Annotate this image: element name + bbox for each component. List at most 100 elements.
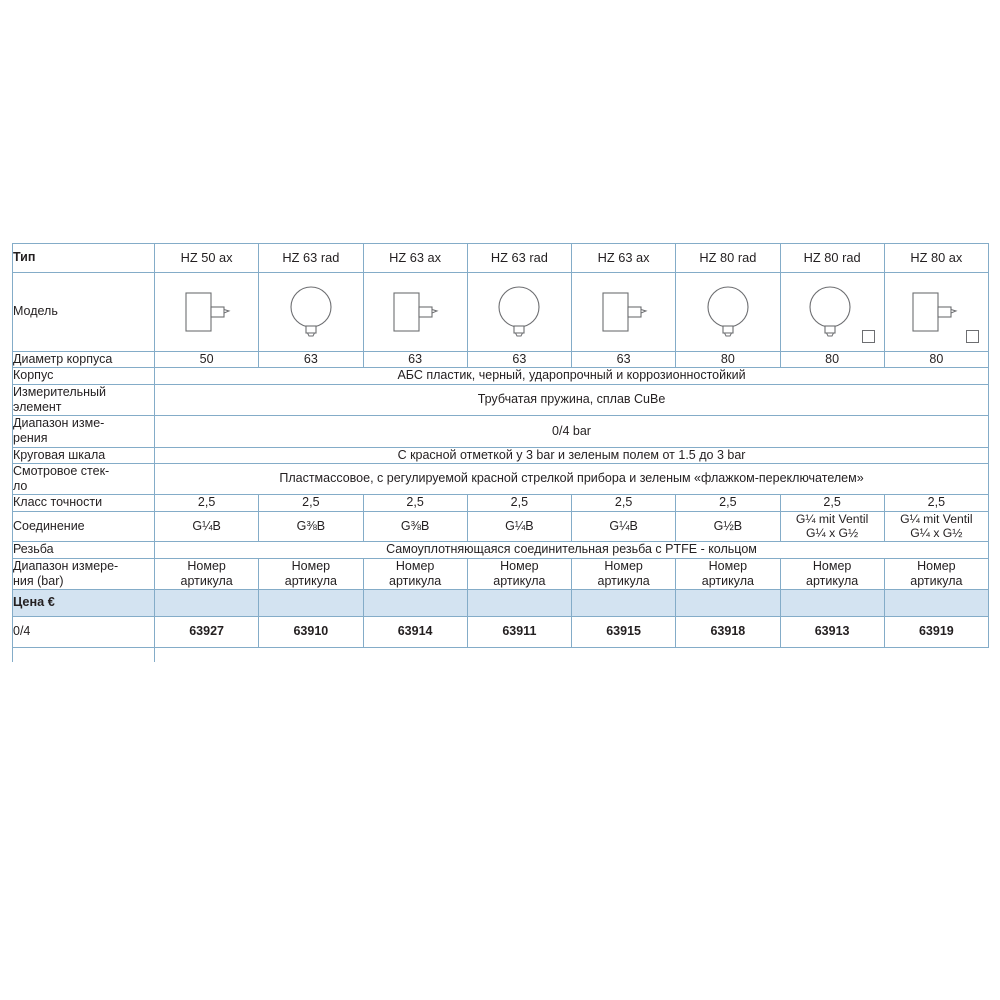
table-row-window: Смотровое стек- ло Пластмассовое, с регу… [12, 462, 989, 496]
cell-accuracy-1: 2,5 [258, 494, 364, 512]
table-row-article-numbers: 0/4 63927 63910 63914 63911 63915 63918 … [12, 616, 990, 648]
row-label-accuracy: Класс точности [12, 494, 155, 512]
article-number-4[interactable]: 63915 [570, 616, 677, 648]
row-label-diameter: Диаметр корпуса [12, 350, 155, 369]
connection-line2: G¼ x G½ [806, 526, 859, 541]
table-row-diameter: Диаметр корпуса 50 63 63 63 63 80 80 80 [12, 350, 990, 369]
row-label-type: Тип [12, 243, 155, 273]
cell-price-4 [570, 589, 677, 617]
gauge-radial-icon [484, 282, 554, 342]
cell-type-3: HZ 63 rad [466, 243, 573, 273]
cell-window-merged: Пластмассовое, с регулируемой красной ст… [154, 462, 989, 496]
cell-accuracy-7: 2,5 [883, 494, 990, 512]
table-row-price-header: Цена € [12, 589, 990, 617]
row-label-window: Смотровое стек- ло [12, 462, 155, 496]
table-row-element: Измерительный элемент Трубчатая пружина,… [12, 383, 989, 416]
cell-connection-2: G⅜B [362, 510, 468, 543]
gauge-radial-icon [693, 282, 763, 342]
cell-model-4 [570, 272, 677, 352]
cell-model-7 [883, 272, 990, 352]
cell-connection-0: G¼B [153, 510, 260, 543]
cell-scale-merged: С красной отметкой у 3 bar и зеленым пол… [154, 446, 989, 464]
row-label-scale: Круговая шкала [12, 446, 155, 464]
cell-diameter-2: 63 [362, 350, 468, 369]
gauge-axial-icon [901, 284, 971, 340]
article-number-1[interactable]: 63910 [258, 616, 364, 648]
article-number-2[interactable]: 63914 [362, 616, 468, 648]
table-row-article-label: Диапазон измере- ния (bar) Номер артикула… [12, 557, 990, 590]
cell-diameter-6: 80 [779, 350, 885, 369]
cell-connection-4: G¼B [570, 510, 677, 543]
cell-accuracy-3: 2,5 [466, 494, 573, 512]
cell-connection-3: G¼B [466, 510, 573, 543]
gauge-axial-icon [589, 284, 659, 340]
gauge-axial-icon [380, 284, 450, 340]
gauge-axial-icon [172, 284, 242, 340]
connection-line1: G¼B [192, 518, 221, 533]
table-row-accuracy: Класс точности 2,5 2,5 2,5 2,5 2,5 2,5 2… [12, 494, 990, 512]
cell-model-3 [466, 272, 573, 352]
cell-price-3 [466, 589, 573, 617]
cell-model-5 [675, 272, 781, 352]
connection-line1: G¼B [505, 518, 534, 533]
row-label-range-bar-line1: Диапазон измере- [13, 558, 119, 573]
cell-type-6: HZ 80 rad [779, 243, 885, 273]
row-label-connection: Соединение [12, 510, 155, 543]
table-row-scale: Круговая шкала С красной отметкой у 3 ba… [12, 446, 989, 464]
cell-connection-1: G⅜B [258, 510, 364, 543]
article-number-0[interactable]: 63927 [153, 616, 260, 648]
cell-case-merged: АБС пластик, черный, ударопрочный и корр… [154, 367, 989, 385]
cell-diameter-1: 63 [258, 350, 364, 369]
cell-article-label-1: Номер артикула [258, 557, 364, 590]
cell-diameter-0: 50 [153, 350, 260, 369]
cell-model-6 [779, 272, 885, 352]
row-label-element-line2: элемент [13, 399, 62, 414]
article-number-5[interactable]: 63918 [675, 616, 781, 648]
article-number-7[interactable]: 63919 [883, 616, 990, 648]
cell-type-7: HZ 80 ax [883, 243, 990, 273]
cell-type-4: HZ 63 ax [570, 243, 677, 273]
row-label-range-line1: Диапазон изме- [13, 416, 105, 430]
table-row-connection: Соединение G¼B G⅜B G⅜B G¼B G¼B [12, 510, 990, 543]
cell-diameter-7: 80 [883, 350, 990, 369]
article-number-3[interactable]: 63911 [466, 616, 573, 648]
cell-accuracy-2: 2,5 [362, 494, 468, 512]
row-label-element: Измерительный элемент [12, 383, 155, 416]
row-label-element-line1: Измерительный [13, 384, 106, 399]
row-label-window-line2: ло [13, 479, 28, 493]
table-row-model: Модель [12, 272, 990, 352]
gauge-radial-icon [797, 282, 867, 342]
valve-square-icon [966, 330, 979, 343]
cell-type-2: HZ 63 ax [362, 243, 468, 273]
cell-model-0 [153, 272, 260, 352]
row-label-range-line2: рения [13, 431, 48, 446]
gauge-radial-icon [276, 282, 346, 342]
table-row-type: Тип HZ 50 ax HZ 63 rad HZ 63 ax HZ 63 ra… [12, 243, 990, 273]
cell-thread-merged: Самоуплотняющаяся соединительная резьба … [154, 541, 989, 559]
stub-cell-label [12, 647, 155, 662]
cell-type-0: HZ 50 ax [153, 243, 260, 273]
connection-line1: G⅜B [296, 518, 326, 533]
specification-table: Тип HZ 50 ax HZ 63 rad HZ 63 ax HZ 63 ra… [12, 243, 990, 662]
cell-article-label-6: Номер артикула [779, 557, 885, 590]
cell-diameter-3: 63 [466, 350, 573, 369]
cell-article-label-0: Номер артикула [153, 557, 260, 590]
cell-price-2 [362, 589, 468, 617]
cell-accuracy-6: 2,5 [779, 494, 885, 512]
stub-cell-rest [154, 647, 989, 662]
cell-diameter-4: 63 [570, 350, 677, 369]
cell-type-5: HZ 80 rad [675, 243, 781, 273]
cell-element-merged: Трубчатая пружина, сплав CuBe [154, 383, 989, 416]
article-number-6[interactable]: 63913 [779, 616, 885, 648]
cell-diameter-5: 80 [675, 350, 781, 369]
cell-price-1 [258, 589, 364, 617]
connection-line2: G¼ x G½ [910, 526, 963, 541]
cell-range-merged: 0/4 bar [154, 415, 989, 448]
cell-article-label-5: Номер артикула [675, 557, 781, 590]
cell-article-label-4: Номер артикула [570, 557, 677, 590]
connection-line1: G¼ mit Ventil [900, 511, 973, 526]
row-label-thread: Резьба [12, 541, 155, 559]
connection-line1: G⅜B [400, 518, 430, 533]
cell-article-label-2: Номер артикула [362, 557, 468, 590]
table-row-thread: Резьба Самоуплотняющаяся соединительная … [12, 541, 989, 559]
